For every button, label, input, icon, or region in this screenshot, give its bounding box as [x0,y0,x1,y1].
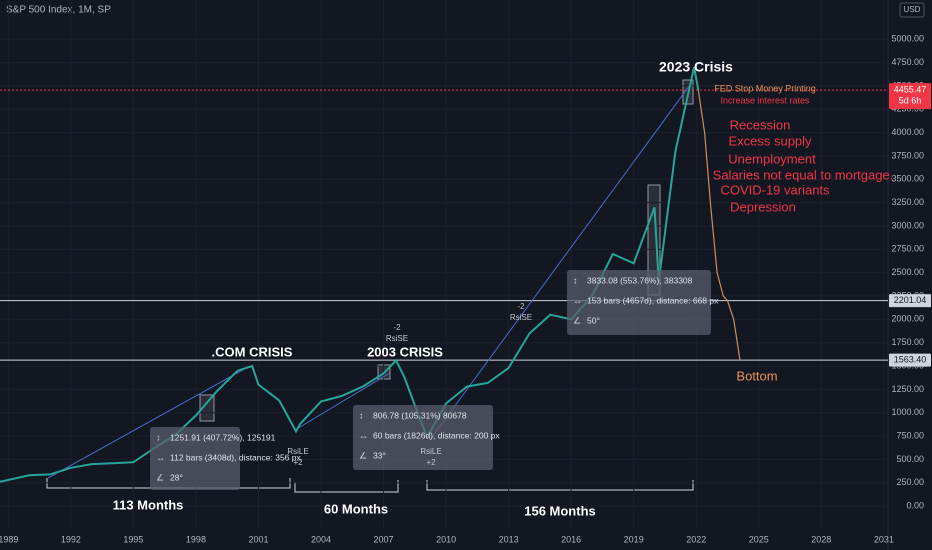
level-badge [889,353,931,367]
x-tick-label: 2001 [248,534,268,544]
measure-icon: ↔ [156,452,165,462]
y-tick-label: 0.00 [906,500,924,510]
level-badge [889,83,931,110]
annotation: +2 [426,458,436,467]
measure-icon: ↕ [156,432,161,442]
annotation: RsiLE [420,447,441,456]
annotation: 2023 Crisis [659,59,733,75]
annotation: 60 Months [324,501,388,516]
x-tick-label: 1995 [123,534,143,544]
level-sublabel: 5d 6h [899,95,922,105]
measure-box [567,270,711,335]
y-tick-label: 4750.00 [891,57,924,67]
level-label: 4455.47 [894,84,927,94]
x-tick-label: 1998 [186,534,206,544]
x-tick-label: 2013 [499,534,519,544]
highlight-box [199,394,215,422]
y-tick-label: 1750.00 [891,337,924,347]
bracket [426,480,694,491]
measure-icon: ∠ [573,315,581,325]
measure-angle: 33° [373,450,386,460]
trendline [47,366,249,479]
annotation: Unemployment [728,151,816,166]
annotation: Depression [730,199,796,214]
x-tick-label: 2016 [561,534,581,544]
annotation: RsiSE [510,313,532,322]
y-tick-label: 3750.00 [891,150,924,160]
y-tick-label: 750.00 [896,430,924,440]
annotation: Excess supply [728,133,812,148]
measure-box [353,405,493,470]
x-tick-label: 2007 [374,534,394,544]
chart-title: S&P 500 Index, 1M, SP [6,5,111,16]
measure-price: 3833.08 (553.76%), 383308 [587,275,693,285]
measure-icon: ↔ [573,295,582,305]
x-tick-label: 2031 [874,534,894,544]
measure-price: 806.78 (105.31%) 80678 [373,410,467,420]
y-tick-label: 500.00 [896,454,924,464]
annotation: COVID-19 variants [720,182,830,197]
measure-icon: ↕ [573,275,578,285]
y-tick-label: 5000.00 [891,34,924,44]
measure-angle: 28° [170,472,183,482]
y-tick-label: 3000.00 [891,220,924,230]
level-label: 1563.40 [894,354,927,364]
x-tick-label: 2028 [811,534,831,544]
x-tick-label: 2025 [749,534,769,544]
measure-bars: 112 bars (3408d), distance: 356 px [170,452,301,462]
measure-box [150,427,240,490]
y-tick-label: 1250.00 [891,384,924,394]
annotation: +2 [293,458,303,467]
annotation: .COM CRISIS [212,344,293,359]
annotation: Increase interest rates [720,95,810,105]
annotation: -2 [517,302,525,311]
y-tick-label: 4000.00 [891,127,924,137]
measure-angle: 50° [587,315,600,325]
annotation: Recession [730,117,791,132]
measure-icon: ∠ [156,472,164,482]
annotation: FED Stop Money Printing [714,83,816,93]
annotation: 2003 CRISIS [367,344,443,359]
annotation: 113 Months [113,497,184,512]
x-tick-label: 2022 [686,534,706,544]
measure-icon: ↕ [359,410,364,420]
annotation: 156 Months [524,503,596,518]
x-tick-label: 2019 [624,534,644,544]
currency-badge [899,2,925,18]
annotation: RsiLE [287,447,308,456]
y-tick-label: 2000.00 [891,314,924,324]
x-tick-label: 2004 [311,534,331,544]
y-tick-label: 3250.00 [891,197,924,207]
measure-price: 1251.91 (407.72%), 125191 [170,432,276,442]
annotation: Salaries not equal to mortgage. [713,167,894,182]
y-tick-label: 2500.00 [891,267,924,277]
x-tick-label: 1992 [61,534,81,544]
trendline [294,372,391,431]
measure-bars: 153 bars (4657d), distance: 668 px [587,295,719,305]
bracket [294,480,399,493]
y-tick-label: 1000.00 [891,407,924,417]
measure-bars: 60 bars (1826d), distance: 200 px [373,430,500,440]
level-label: 2201.04 [894,295,927,305]
measure-icon: ∠ [359,450,367,460]
annotation: RsiSE [386,334,408,343]
trendline [429,84,691,442]
x-tick-label: 2010 [436,534,456,544]
x-tick-label: 1989 [0,534,18,544]
annotation: -2 [393,323,401,332]
y-tick-label: 250.00 [896,477,924,487]
y-tick-label: 2750.00 [891,244,924,254]
y-tick-label: 3500.00 [891,174,924,184]
measure-icon: ↔ [359,430,368,440]
currency: USD [904,5,921,14]
annotation: Bottom [736,368,777,383]
projection-line [697,90,741,361]
level-badge [889,294,931,308]
